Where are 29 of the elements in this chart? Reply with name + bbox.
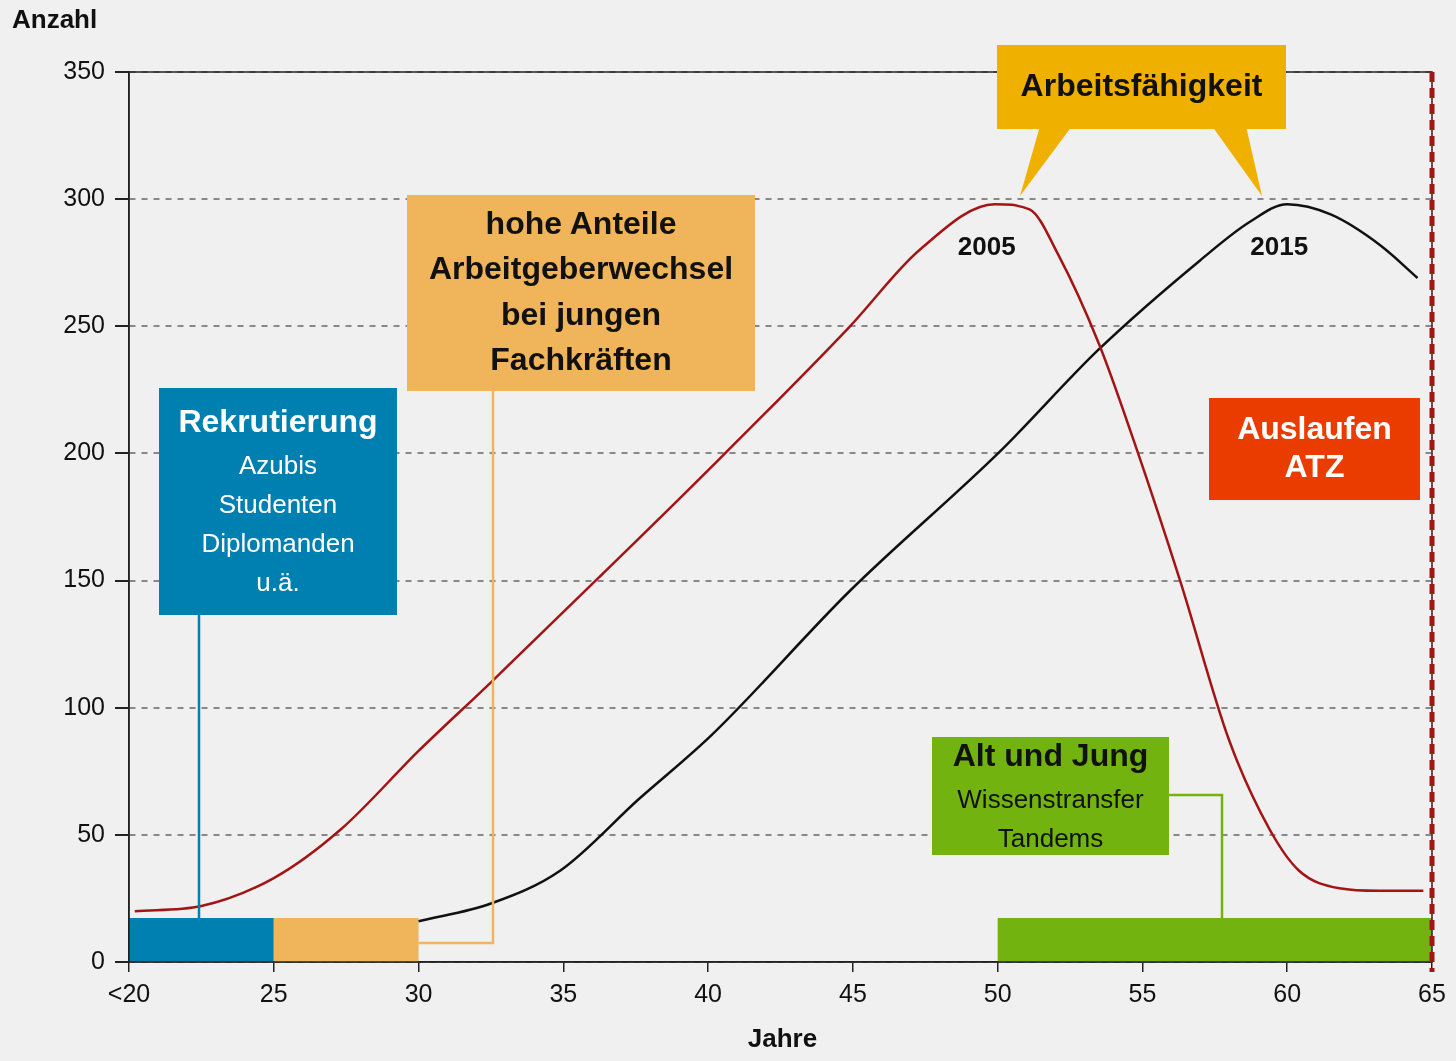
x-tick-label: <20: [107, 978, 151, 1007]
y-tick-label: 350: [63, 55, 105, 84]
x-tick-label: 45: [838, 978, 867, 1007]
y-axis-title: Anzahl: [12, 4, 98, 35]
x-tick-label: 50: [983, 978, 1012, 1007]
y-tick-label: 150: [63, 564, 105, 593]
x-tick-label: 60: [1273, 978, 1302, 1007]
band-label: Alt und Jung Wissenstransfer Tandems: [952, 736, 1149, 853]
annotation: Arbeitsfähigkeit: [1020, 66, 1263, 103]
series-label: 2005: [957, 231, 1016, 262]
y-tick-label: 200: [63, 437, 105, 466]
x-axis-title: Jahre: [747, 1023, 818, 1054]
x-tick-label: 55: [1128, 978, 1157, 1007]
ref-line-label: Auslaufen ATZ: [1237, 409, 1392, 485]
series-label: 2015: [1250, 231, 1309, 262]
y-tick-label: 0: [91, 945, 105, 974]
line-series: [417, 202, 1419, 923]
y-tick-label: 50: [77, 818, 105, 847]
x-tick-label: 25: [259, 978, 288, 1007]
x-tick-label: 40: [694, 978, 723, 1007]
y-tick-label: 250: [63, 310, 105, 339]
y-tick-label: 300: [63, 183, 105, 212]
band-label: hohe Anteile Arbeitgeberwechsel bei jungen Fachkräften: [428, 204, 734, 377]
line-series: [133, 202, 1425, 913]
band-label: Rekrutierung Azubis Studenten Diplomanden u.ä.: [178, 403, 378, 598]
x-tick-label: 65: [1418, 978, 1446, 1007]
y-tick-label: 100: [63, 691, 105, 720]
x-tick-label: 30: [404, 978, 433, 1007]
x-tick-label: 35: [549, 978, 578, 1007]
